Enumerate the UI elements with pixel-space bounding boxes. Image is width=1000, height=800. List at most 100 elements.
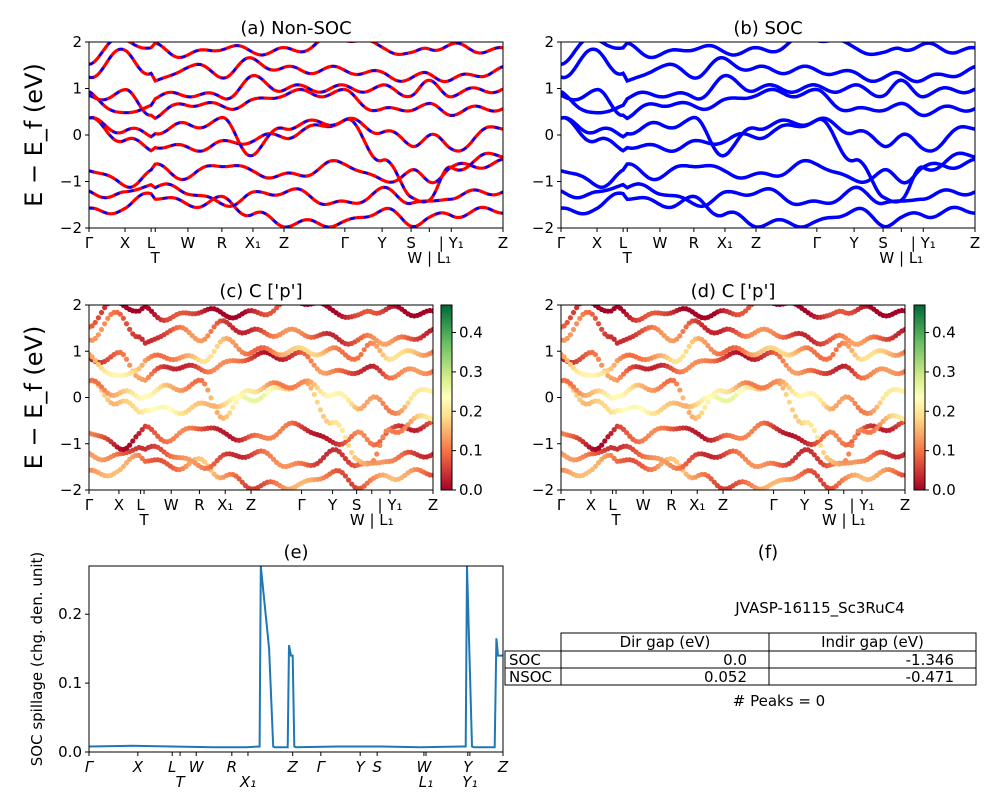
- scatter-point: [595, 356, 602, 362]
- x-tick-label: X: [592, 234, 602, 252]
- y-tick-label: −2: [532, 219, 554, 237]
- y-tick-label: 2: [544, 33, 554, 51]
- scatter-point: [145, 374, 152, 381]
- scatter-point: [877, 400, 883, 406]
- scatter-point: [320, 413, 327, 420]
- scatter-point: [123, 460, 130, 466]
- material-name: JVASP-16115_Sc3RuC4: [734, 599, 904, 618]
- scatter-point: [849, 396, 855, 403]
- x-tick-label: Γ: [297, 496, 306, 514]
- scatter-point: [874, 425, 880, 431]
- x-tick-label: Y: [463, 758, 474, 776]
- scatter-point: [355, 355, 361, 361]
- scatter-points: [561, 298, 905, 490]
- scatter-point: [583, 298, 588, 303]
- scatter-point: [674, 381, 680, 387]
- scatter-point: [358, 351, 364, 358]
- scatter-point: [399, 408, 405, 414]
- scatter-point: [564, 335, 570, 342]
- scatter-point: [361, 433, 367, 439]
- scatter-point: [711, 479, 717, 485]
- x-tick-label: W | L₁: [822, 511, 866, 529]
- scatter-point: [849, 439, 855, 445]
- scatter-point: [677, 357, 683, 363]
- plot-frame: [88, 41, 504, 229]
- scatter-point: [123, 356, 130, 362]
- scatter-point: [98, 384, 105, 390]
- scatter-point: [683, 348, 689, 355]
- x-tick-label: R: [689, 234, 699, 252]
- panel-title: (b) SOC: [733, 18, 802, 39]
- scatter-point: [680, 395, 686, 401]
- scatter-point: [211, 348, 217, 355]
- scatter-point: [342, 473, 349, 479]
- scatter-point: [377, 442, 383, 448]
- scatter-point: [152, 430, 158, 436]
- y-tick-label: 0.0: [58, 743, 82, 761]
- scatter-point: [592, 351, 599, 358]
- scatter-point: [561, 354, 567, 360]
- band-line-1: [561, 182, 975, 209]
- scatter-point: [680, 328, 686, 335]
- x-tick-label: X₁: [217, 496, 233, 514]
- band-line-7: [561, 47, 975, 84]
- colorbar-tick-label: 0.1: [459, 442, 483, 460]
- scatter-point: [102, 321, 108, 327]
- band-line-7: [89, 47, 503, 83]
- panel-title: (d) C ['p']: [691, 281, 776, 302]
- scatter-point: [902, 389, 905, 395]
- scatter-point: [874, 404, 880, 410]
- colorbar-tick-label: 0.4: [932, 324, 956, 342]
- scatter-point: [789, 407, 796, 413]
- x-tick-label: Γ: [557, 234, 566, 252]
- scatter-point: [574, 321, 580, 327]
- scatter-point: [749, 429, 755, 435]
- band-line-2: [89, 157, 503, 189]
- scatter-point: [402, 404, 408, 410]
- band-line-8: [89, 42, 503, 66]
- scatter-point: [821, 401, 827, 407]
- table-column-header: Dir gap (eV): [620, 633, 711, 651]
- scatter-point: [186, 329, 192, 336]
- scatter-point: [814, 473, 821, 479]
- scatter-point: [305, 354, 311, 360]
- peaks-count: # Peaks = 0: [733, 692, 825, 710]
- scatter-point: [277, 305, 283, 308]
- scatter-point: [317, 458, 324, 464]
- scatter-point: [148, 371, 155, 377]
- scatter-point: [430, 349, 433, 355]
- x-tick-label: Y: [377, 234, 388, 252]
- scatter-point: [877, 422, 883, 428]
- scatter-point: [570, 309, 577, 316]
- scatter-point: [127, 326, 133, 332]
- scatter-point: [336, 449, 342, 455]
- scatter-point: [783, 382, 789, 388]
- band-line-4: [89, 115, 503, 158]
- scatter-point: [130, 438, 136, 444]
- band-line-5: [89, 88, 503, 120]
- table-cell: 0.052: [704, 668, 747, 686]
- scatter-point: [880, 395, 886, 401]
- scatter-point: [430, 308, 433, 314]
- scatter-point: [602, 438, 608, 444]
- x-tick-label: S: [406, 234, 416, 252]
- scatter-point: [564, 319, 570, 326]
- panel-title: (a) Non-SOC: [240, 18, 351, 39]
- scatter-point: [311, 382, 317, 388]
- spillage-line: [88, 565, 503, 749]
- panel-title: (f): [758, 542, 778, 563]
- scatter-point: [345, 477, 352, 483]
- x-tick-label: Z: [287, 758, 299, 776]
- x-tick-label: L: [168, 758, 176, 776]
- y-tick-label: 0: [72, 389, 82, 407]
- band-line-6: [89, 74, 503, 114]
- y-tick-label: 1: [72, 80, 82, 98]
- table-cell: 0.0: [723, 651, 747, 669]
- y-tick-label: 0: [72, 126, 82, 144]
- scatter-point: [567, 361, 573, 368]
- x-tick-label: Y₁: [462, 773, 477, 791]
- band-line-8: [561, 42, 975, 67]
- panel-d: (d) C ['p'] −2 −1 0 1 2 Γ X LTW R X₁ Z Γ Y SW | L₁| Y₁…: [532, 281, 910, 529]
- scatter-point: [789, 458, 796, 464]
